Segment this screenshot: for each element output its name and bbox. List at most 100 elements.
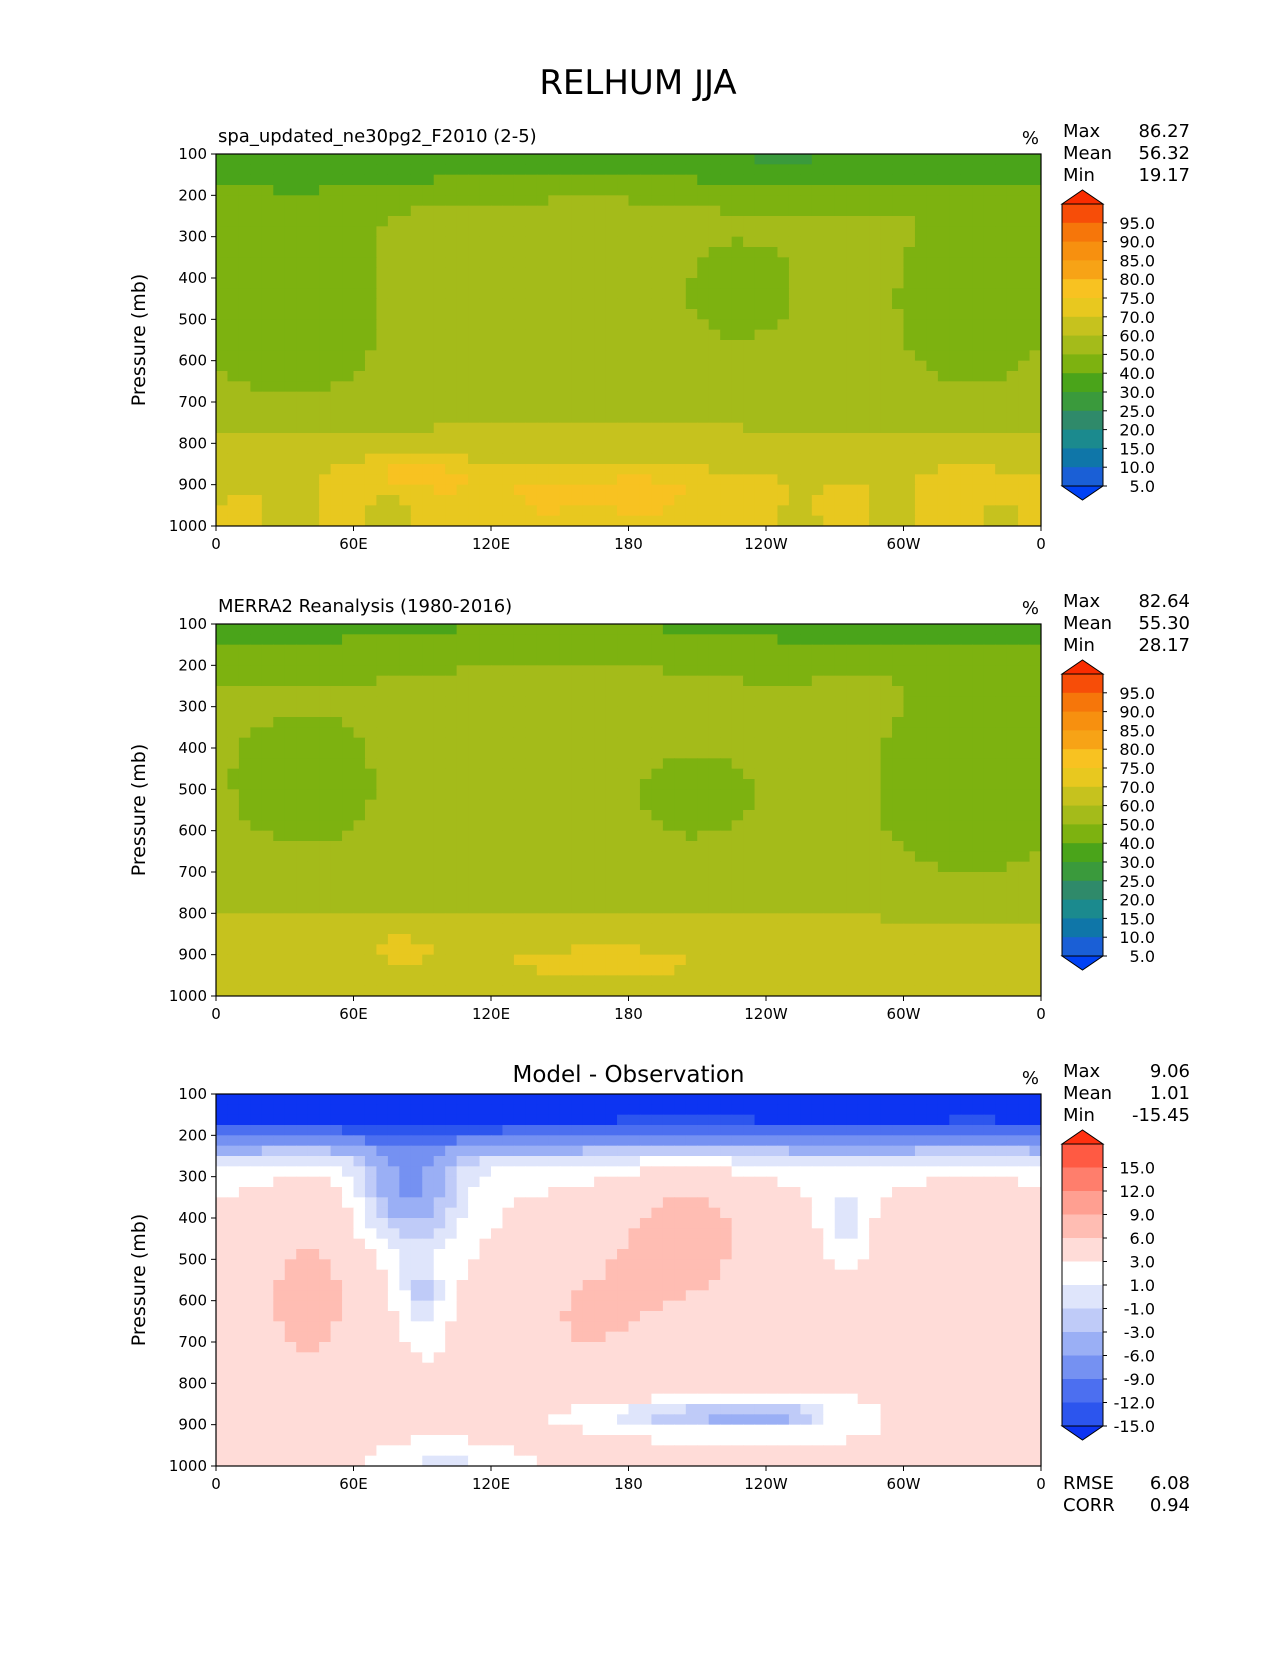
contour-cell <box>434 851 446 862</box>
contour-cell <box>949 278 961 289</box>
contour-cell <box>629 340 641 351</box>
contour-cell <box>342 769 354 780</box>
contour-cell <box>869 634 881 645</box>
contour-cell <box>250 769 262 780</box>
contour-cell <box>457 319 469 330</box>
contour-cell <box>273 247 285 258</box>
contour-cell <box>1007 474 1019 485</box>
contour-cell <box>480 655 492 666</box>
contour-cell <box>422 454 434 465</box>
contour-cell <box>331 495 343 506</box>
contour-cell <box>227 433 239 444</box>
contour-cell <box>376 903 388 914</box>
contour-cell <box>388 454 400 465</box>
contour-cell <box>663 707 675 718</box>
contour-cell <box>227 392 239 403</box>
contour-cell <box>709 686 721 697</box>
contour-cell <box>743 216 755 227</box>
contour-cell <box>331 485 343 496</box>
contour-cell <box>835 831 847 842</box>
contour-cell <box>216 288 228 299</box>
contour-cell <box>904 505 916 516</box>
contour-cell <box>835 319 847 330</box>
contour-cell <box>915 361 927 372</box>
contour-cell <box>686 696 698 707</box>
contour-cell <box>514 913 526 924</box>
contour-cell <box>571 779 583 790</box>
contour-cell <box>227 495 239 506</box>
contour-cell <box>869 841 881 852</box>
contour-cell <box>1030 257 1042 268</box>
contour-cell <box>881 862 893 873</box>
contour-cell <box>388 257 400 268</box>
stat-min-label: Min <box>1063 165 1095 186</box>
contour-cell <box>972 371 984 382</box>
contour-cell <box>376 893 388 904</box>
contour-cell <box>422 216 434 227</box>
contour-cell <box>525 164 537 175</box>
contour-cell <box>766 381 778 392</box>
contour-cell <box>227 474 239 485</box>
contour-cell <box>812 402 824 413</box>
contour-cell <box>583 464 595 475</box>
colorbar-label: 15.0 <box>1119 439 1155 458</box>
contour-cell <box>789 903 801 914</box>
contour-cell <box>376 789 388 800</box>
contour-cell <box>720 443 732 454</box>
contour-cell <box>812 882 824 893</box>
contour-cell <box>216 624 228 635</box>
contour-cell <box>514 371 526 382</box>
contour-cell <box>892 237 904 248</box>
contour-cell <box>365 299 377 310</box>
contour-cell <box>663 800 675 811</box>
contour-cell <box>1018 381 1030 392</box>
contour-cell <box>949 872 961 883</box>
contour-cell <box>262 288 274 299</box>
contour-cell <box>674 862 686 873</box>
contour-cell <box>445 717 457 728</box>
contour-cell <box>617 206 629 217</box>
contour-cell <box>651 516 663 527</box>
contour-cell <box>858 206 870 217</box>
contour-cell <box>743 707 755 718</box>
x-tick-label: 0 <box>1036 535 1046 553</box>
contour-cell <box>709 903 721 914</box>
contour-cell <box>766 350 778 361</box>
contour-cell <box>800 841 812 852</box>
contour-cell <box>525 309 537 320</box>
contour-cell <box>755 516 767 527</box>
contour-cell <box>915 831 927 842</box>
contour-cell <box>720 309 732 320</box>
contour-cell <box>342 402 354 413</box>
contour-cell <box>308 779 320 790</box>
contour-cell <box>858 216 870 227</box>
contour-cell <box>376 423 388 434</box>
contour-cell <box>594 686 606 697</box>
contour-cell <box>594 924 606 935</box>
contour-cell <box>858 748 870 759</box>
contour-cell <box>904 474 916 485</box>
stat-mean-label: Mean <box>1063 143 1112 164</box>
contour-cell <box>823 727 835 738</box>
contour-cell <box>651 913 663 924</box>
contour-cell <box>663 247 675 258</box>
contour-cell <box>846 412 858 423</box>
contour-cell <box>250 872 262 883</box>
contour-cell <box>697 216 709 227</box>
contour-cell <box>800 516 812 527</box>
contour-cell <box>1018 841 1030 852</box>
contour-cell <box>972 216 984 227</box>
contour-cell <box>354 944 366 955</box>
contour-cell <box>537 257 549 268</box>
contour-cell <box>755 686 767 697</box>
contour-cell <box>434 516 446 527</box>
contour-cell <box>331 831 343 842</box>
contour-cell <box>789 237 801 248</box>
contour-cell <box>926 350 938 361</box>
colorbar-label: 95.0 <box>1119 214 1155 233</box>
contour-cell <box>663 330 675 341</box>
contour-cell <box>823 474 835 485</box>
contour-cell <box>560 882 572 893</box>
contour-cell <box>812 392 824 403</box>
contour-cell <box>697 443 709 454</box>
